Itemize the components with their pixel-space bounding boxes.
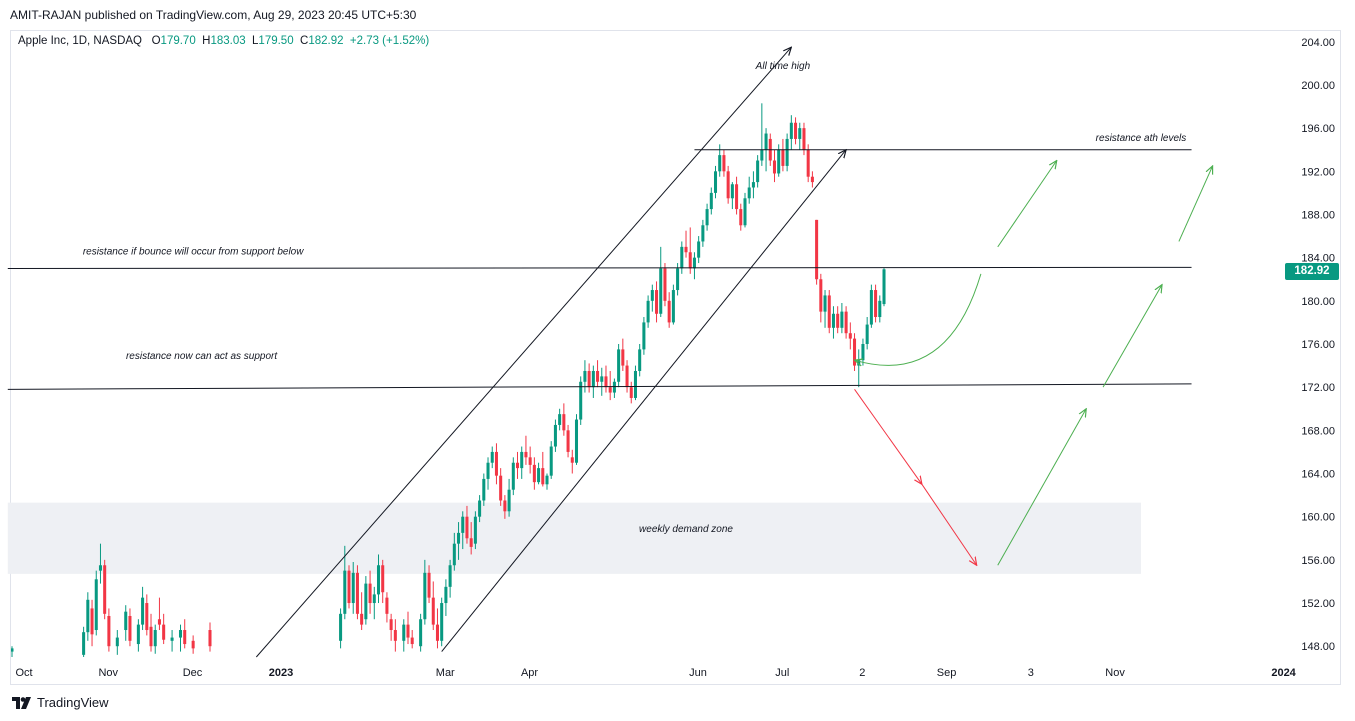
low-label: L: [252, 35, 259, 47]
open-label: O: [151, 35, 161, 47]
high-label: H: [202, 35, 211, 47]
tradingview-footer: TradingView: [12, 695, 109, 710]
tradingview-logo-icon: [12, 696, 31, 709]
open-value: 179.70: [160, 35, 196, 47]
last-price-badge: 182.92: [1285, 263, 1339, 280]
high-value: 183.03: [210, 35, 246, 47]
tradingview-brand: TradingView: [37, 695, 109, 710]
close-value: 182.92: [308, 35, 344, 47]
symbol-name: Apple Inc, 1D, NASDAQ: [18, 35, 142, 47]
change-value: +2.73 (+1.52%): [349, 35, 430, 47]
close-label: C: [300, 35, 309, 47]
chart-frame: [10, 30, 1341, 685]
symbol-legend: Apple Inc, 1D, NASDAQ O179.70 H183.03 L1…: [18, 35, 429, 47]
publish-line: AMIT-RAJAN published on TradingView.com,…: [10, 8, 417, 22]
low-value: 179.50: [258, 35, 294, 47]
